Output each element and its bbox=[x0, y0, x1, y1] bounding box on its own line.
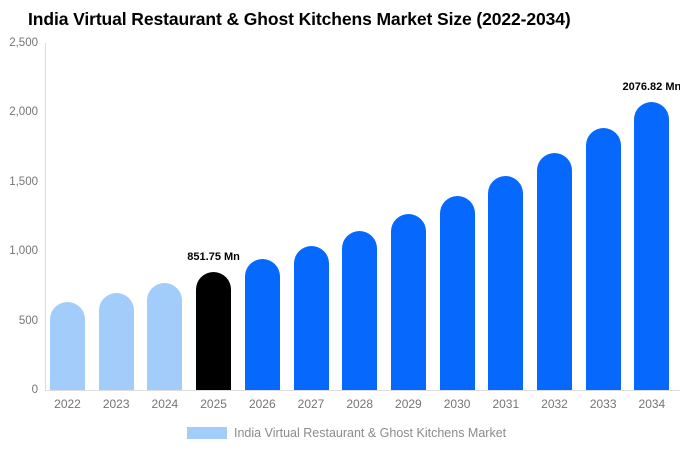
x-tick-label-2026: 2026 bbox=[248, 397, 276, 411]
x-tick-label-2025: 2025 bbox=[200, 397, 227, 411]
y-tick-label-0: 0 bbox=[31, 384, 38, 396]
x-tick-label-2033: 2033 bbox=[589, 397, 617, 411]
bar-2034[interactable] bbox=[634, 101, 670, 390]
chart-title: India Virtual Restaurant & Ghost Kitchen… bbox=[28, 9, 571, 29]
x-axis-line bbox=[45, 390, 680, 391]
x-tick-label-2022: 2022 bbox=[54, 397, 81, 411]
legend[interactable]: India Virtual Restaurant & Ghost Kitchen… bbox=[187, 426, 506, 440]
y-tick-label-1000: 1,000 bbox=[9, 245, 38, 258]
bar-2024[interactable] bbox=[147, 282, 183, 390]
x-tick-label-2031: 2031 bbox=[492, 397, 520, 411]
value-label-2034: 2076.82 Mn bbox=[622, 80, 680, 93]
y-axis-line bbox=[45, 43, 46, 390]
bar-2028[interactable] bbox=[342, 230, 378, 390]
y-tick-label-2500: 2,500 bbox=[9, 37, 38, 49]
bar-2026[interactable] bbox=[244, 259, 280, 390]
y-tick-label-500: 500 bbox=[18, 314, 38, 327]
x-tick-label-2023: 2023 bbox=[102, 397, 130, 411]
y-tick-label-1500: 1,500 bbox=[9, 175, 38, 188]
legend-swatch bbox=[187, 427, 227, 439]
bar-2025[interactable] bbox=[196, 271, 232, 390]
bar-2031[interactable] bbox=[488, 175, 524, 390]
x-tick-label-2028: 2028 bbox=[346, 397, 374, 411]
bar-2032[interactable] bbox=[537, 153, 572, 390]
bar-2030[interactable] bbox=[439, 195, 475, 390]
x-tick-label-2034: 2034 bbox=[638, 397, 666, 411]
bar-2022[interactable] bbox=[50, 302, 85, 390]
y-tick-label-2000: 2,000 bbox=[9, 106, 38, 119]
bar-2027[interactable] bbox=[293, 245, 329, 390]
x-tick-label-2032: 2032 bbox=[541, 397, 568, 411]
bar-2029[interactable] bbox=[390, 214, 426, 390]
bar-2023[interactable] bbox=[98, 293, 134, 390]
x-tick-label-2029: 2029 bbox=[395, 397, 422, 411]
x-tick-label-2024: 2024 bbox=[151, 397, 179, 411]
legend-label: India Virtual Restaurant & Ghost Kitchen… bbox=[234, 426, 507, 440]
x-tick-label-2030: 2030 bbox=[443, 397, 471, 411]
bar-2033[interactable] bbox=[585, 128, 621, 390]
x-tick-label-2027: 2027 bbox=[297, 397, 325, 411]
value-label-2025: 851.75 Mn bbox=[187, 250, 240, 263]
